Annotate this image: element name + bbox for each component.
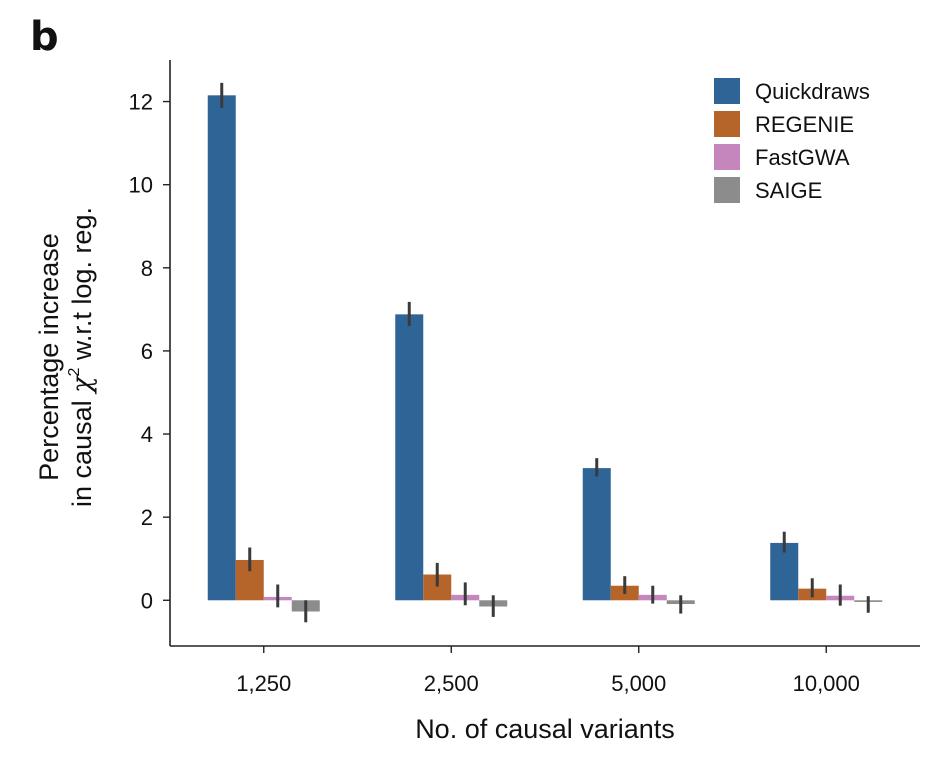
y-axis-title-line2: in causal χ2 w.r.t log. reg. — [66, 207, 98, 507]
legend-label-fastgwa: FastGWA — [755, 145, 850, 170]
panel-label: b — [30, 14, 59, 60]
legend: Quickdraws REGENIE FastGWA SAIGE — [714, 78, 870, 203]
y-axis-title: Percentage increase in causal χ2 w.r.t l… — [34, 207, 98, 507]
legend-label-saige: SAIGE — [755, 178, 822, 203]
legend-swatch-quickdraws — [714, 78, 740, 104]
x-tick-label: 10,000 — [793, 671, 860, 696]
y-tick-label: 2 — [141, 505, 153, 530]
y-axis-title-prefix: in causal — [67, 393, 97, 507]
y-axis-ticks: 0 2 4 6 8 10 12 — [129, 90, 170, 613]
y-tick-label: 6 — [141, 339, 153, 364]
legend-label-quickdraws: Quickdraws — [755, 79, 870, 104]
x-axis-ticks: 1,250 2,500 5,000 10,000 — [236, 646, 860, 696]
x-tick-label: 1,250 — [236, 671, 291, 696]
y-tick-label: 0 — [141, 588, 153, 613]
bar-quickdraws — [395, 314, 424, 601]
x-axis-title: No. of causal variants — [415, 714, 675, 744]
y-tick-label: 12 — [129, 90, 153, 115]
legend-swatch-regenie — [714, 111, 740, 137]
x-tick-label: 5,000 — [611, 671, 666, 696]
y-axis-title-superscript: 2 — [66, 368, 83, 377]
y-tick-label: 4 — [141, 422, 153, 447]
y-axis-title-suffix: w.r.t log. reg. — [67, 207, 97, 368]
legend-swatch-fastgwa — [714, 144, 740, 170]
bar-quickdraws — [207, 95, 236, 601]
y-tick-label: 8 — [141, 256, 153, 281]
y-tick-label: 10 — [129, 173, 153, 198]
bar-series — [207, 95, 883, 612]
legend-swatch-saige — [714, 177, 740, 203]
error-bars — [220, 82, 870, 623]
bar-quickdraws — [582, 468, 611, 601]
y-axis-title-line1: Percentage increase — [34, 233, 64, 481]
y-axis-title-symbol: χ — [67, 375, 98, 395]
legend-label-regenie: REGENIE — [755, 112, 854, 137]
x-tick-label: 2,500 — [424, 671, 479, 696]
